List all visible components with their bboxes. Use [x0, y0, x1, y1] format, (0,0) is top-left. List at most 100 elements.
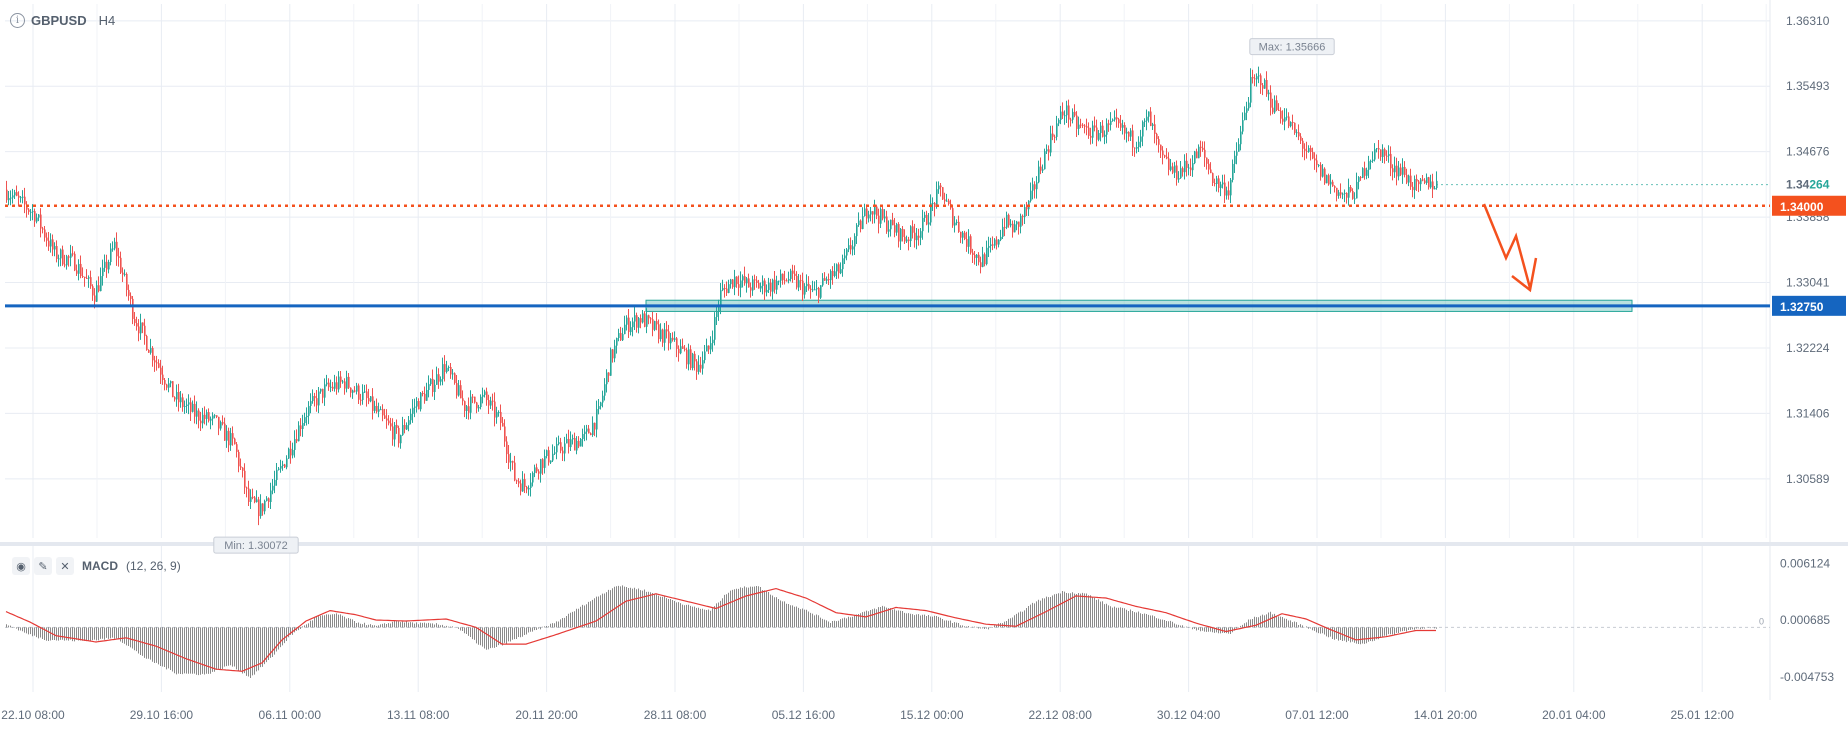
- candle-body: [560, 442, 562, 451]
- time-tick-label: 06.11 00:00: [259, 708, 322, 722]
- candle-body: [804, 286, 806, 295]
- candle-body: [876, 206, 878, 216]
- forecast-arrow-head: [1511, 257, 1538, 293]
- candle-body: [480, 396, 482, 407]
- close-icon[interactable]: ✕: [56, 557, 74, 575]
- candle-body: [28, 209, 30, 212]
- candle-body: [586, 428, 588, 432]
- candle-body: [46, 237, 48, 241]
- time-tick-label: 28.11 08:00: [644, 708, 707, 722]
- candle-body: [1036, 182, 1038, 190]
- candle-body: [862, 216, 864, 230]
- candle-body: [902, 228, 904, 237]
- candle-body: [936, 189, 938, 207]
- candle-body: [1266, 80, 1268, 95]
- eye-icon[interactable]: ◉: [12, 557, 30, 575]
- candle-body: [946, 200, 948, 202]
- candle-body: [176, 392, 178, 400]
- candle-body: [128, 289, 130, 296]
- candle-body: [298, 425, 300, 442]
- candle-body: [324, 384, 326, 398]
- candle-body: [832, 270, 834, 276]
- candle-body: [982, 254, 984, 267]
- candle-body: [112, 248, 114, 250]
- candle-body: [94, 295, 96, 302]
- candle-body: [438, 374, 440, 382]
- candle-body: [1358, 177, 1360, 182]
- candle-body: [778, 280, 780, 282]
- candle-body: [930, 203, 932, 223]
- candle-body: [186, 404, 188, 406]
- wrench-icon[interactable]: ✎: [34, 557, 52, 575]
- candle-body: [700, 364, 702, 369]
- candle-body: [18, 195, 20, 198]
- candle-body: [476, 402, 478, 409]
- macd-indicator-header: ◉ ✎ ✕ MACD (12, 26, 9): [12, 557, 181, 575]
- candle-body: [938, 185, 940, 190]
- candle-body: [420, 393, 422, 410]
- candle-body: [398, 427, 400, 444]
- candle-body: [1174, 165, 1176, 173]
- candle-body: [304, 417, 306, 423]
- candle-body: [886, 216, 888, 232]
- candle-body: [394, 424, 396, 440]
- candle-body: [980, 262, 982, 267]
- candle-body: [1122, 125, 1124, 128]
- info-icon[interactable]: i: [10, 13, 25, 28]
- candle-body: [1218, 178, 1220, 188]
- candle-body: [1184, 160, 1186, 173]
- candle-body: [1138, 141, 1140, 148]
- candle-body: [1044, 151, 1046, 170]
- candle-body: [1070, 119, 1072, 121]
- candle-body: [1012, 223, 1014, 233]
- candle-body: [1150, 111, 1152, 127]
- candle-body: [146, 336, 148, 351]
- candle-body: [1420, 179, 1422, 185]
- candle-body: [634, 315, 636, 322]
- candle-body: [1080, 124, 1082, 126]
- candle-body: [996, 239, 998, 245]
- candle-body: [130, 295, 132, 299]
- timeframe-label[interactable]: H4: [98, 13, 116, 28]
- candle-body: [1394, 165, 1396, 173]
- candle-body: [1156, 133, 1158, 140]
- candle-body: [864, 208, 866, 217]
- candle-body: [734, 276, 736, 288]
- candle-body: [56, 246, 58, 259]
- candle-body: [1032, 184, 1034, 191]
- candle-body: [256, 499, 258, 503]
- candle-body: [1074, 111, 1076, 116]
- candle-body: [230, 433, 232, 446]
- candle-body: [632, 321, 634, 328]
- candle-body: [1428, 177, 1430, 188]
- candle-body: [220, 422, 222, 429]
- candle-body: [1384, 149, 1386, 156]
- candle-body: [84, 276, 86, 278]
- candle-body: [448, 367, 450, 369]
- candle-body: [908, 239, 910, 242]
- candle-body: [624, 324, 626, 335]
- candle-body: [1192, 163, 1194, 171]
- candle-body: [1162, 150, 1164, 156]
- candle-body: [838, 264, 840, 274]
- candle-body: [854, 236, 856, 247]
- symbol-label[interactable]: GBPUSD: [31, 13, 87, 28]
- candle-body: [564, 443, 566, 454]
- candle-body: [508, 454, 510, 463]
- candle-body: [594, 422, 596, 430]
- candle-body: [62, 249, 64, 265]
- candle-body: [976, 254, 978, 258]
- candle-body: [728, 284, 730, 293]
- candle-body: [650, 318, 652, 320]
- candle-body: [668, 331, 670, 344]
- candle-body: [42, 228, 44, 230]
- candle-body: [312, 396, 314, 402]
- candle-body: [1362, 168, 1364, 178]
- candle-body: [276, 469, 278, 480]
- candle-body: [846, 249, 848, 256]
- candle-body: [626, 317, 628, 325]
- candle-body: [842, 258, 844, 270]
- price-tick-label: 1.33041: [1786, 276, 1830, 290]
